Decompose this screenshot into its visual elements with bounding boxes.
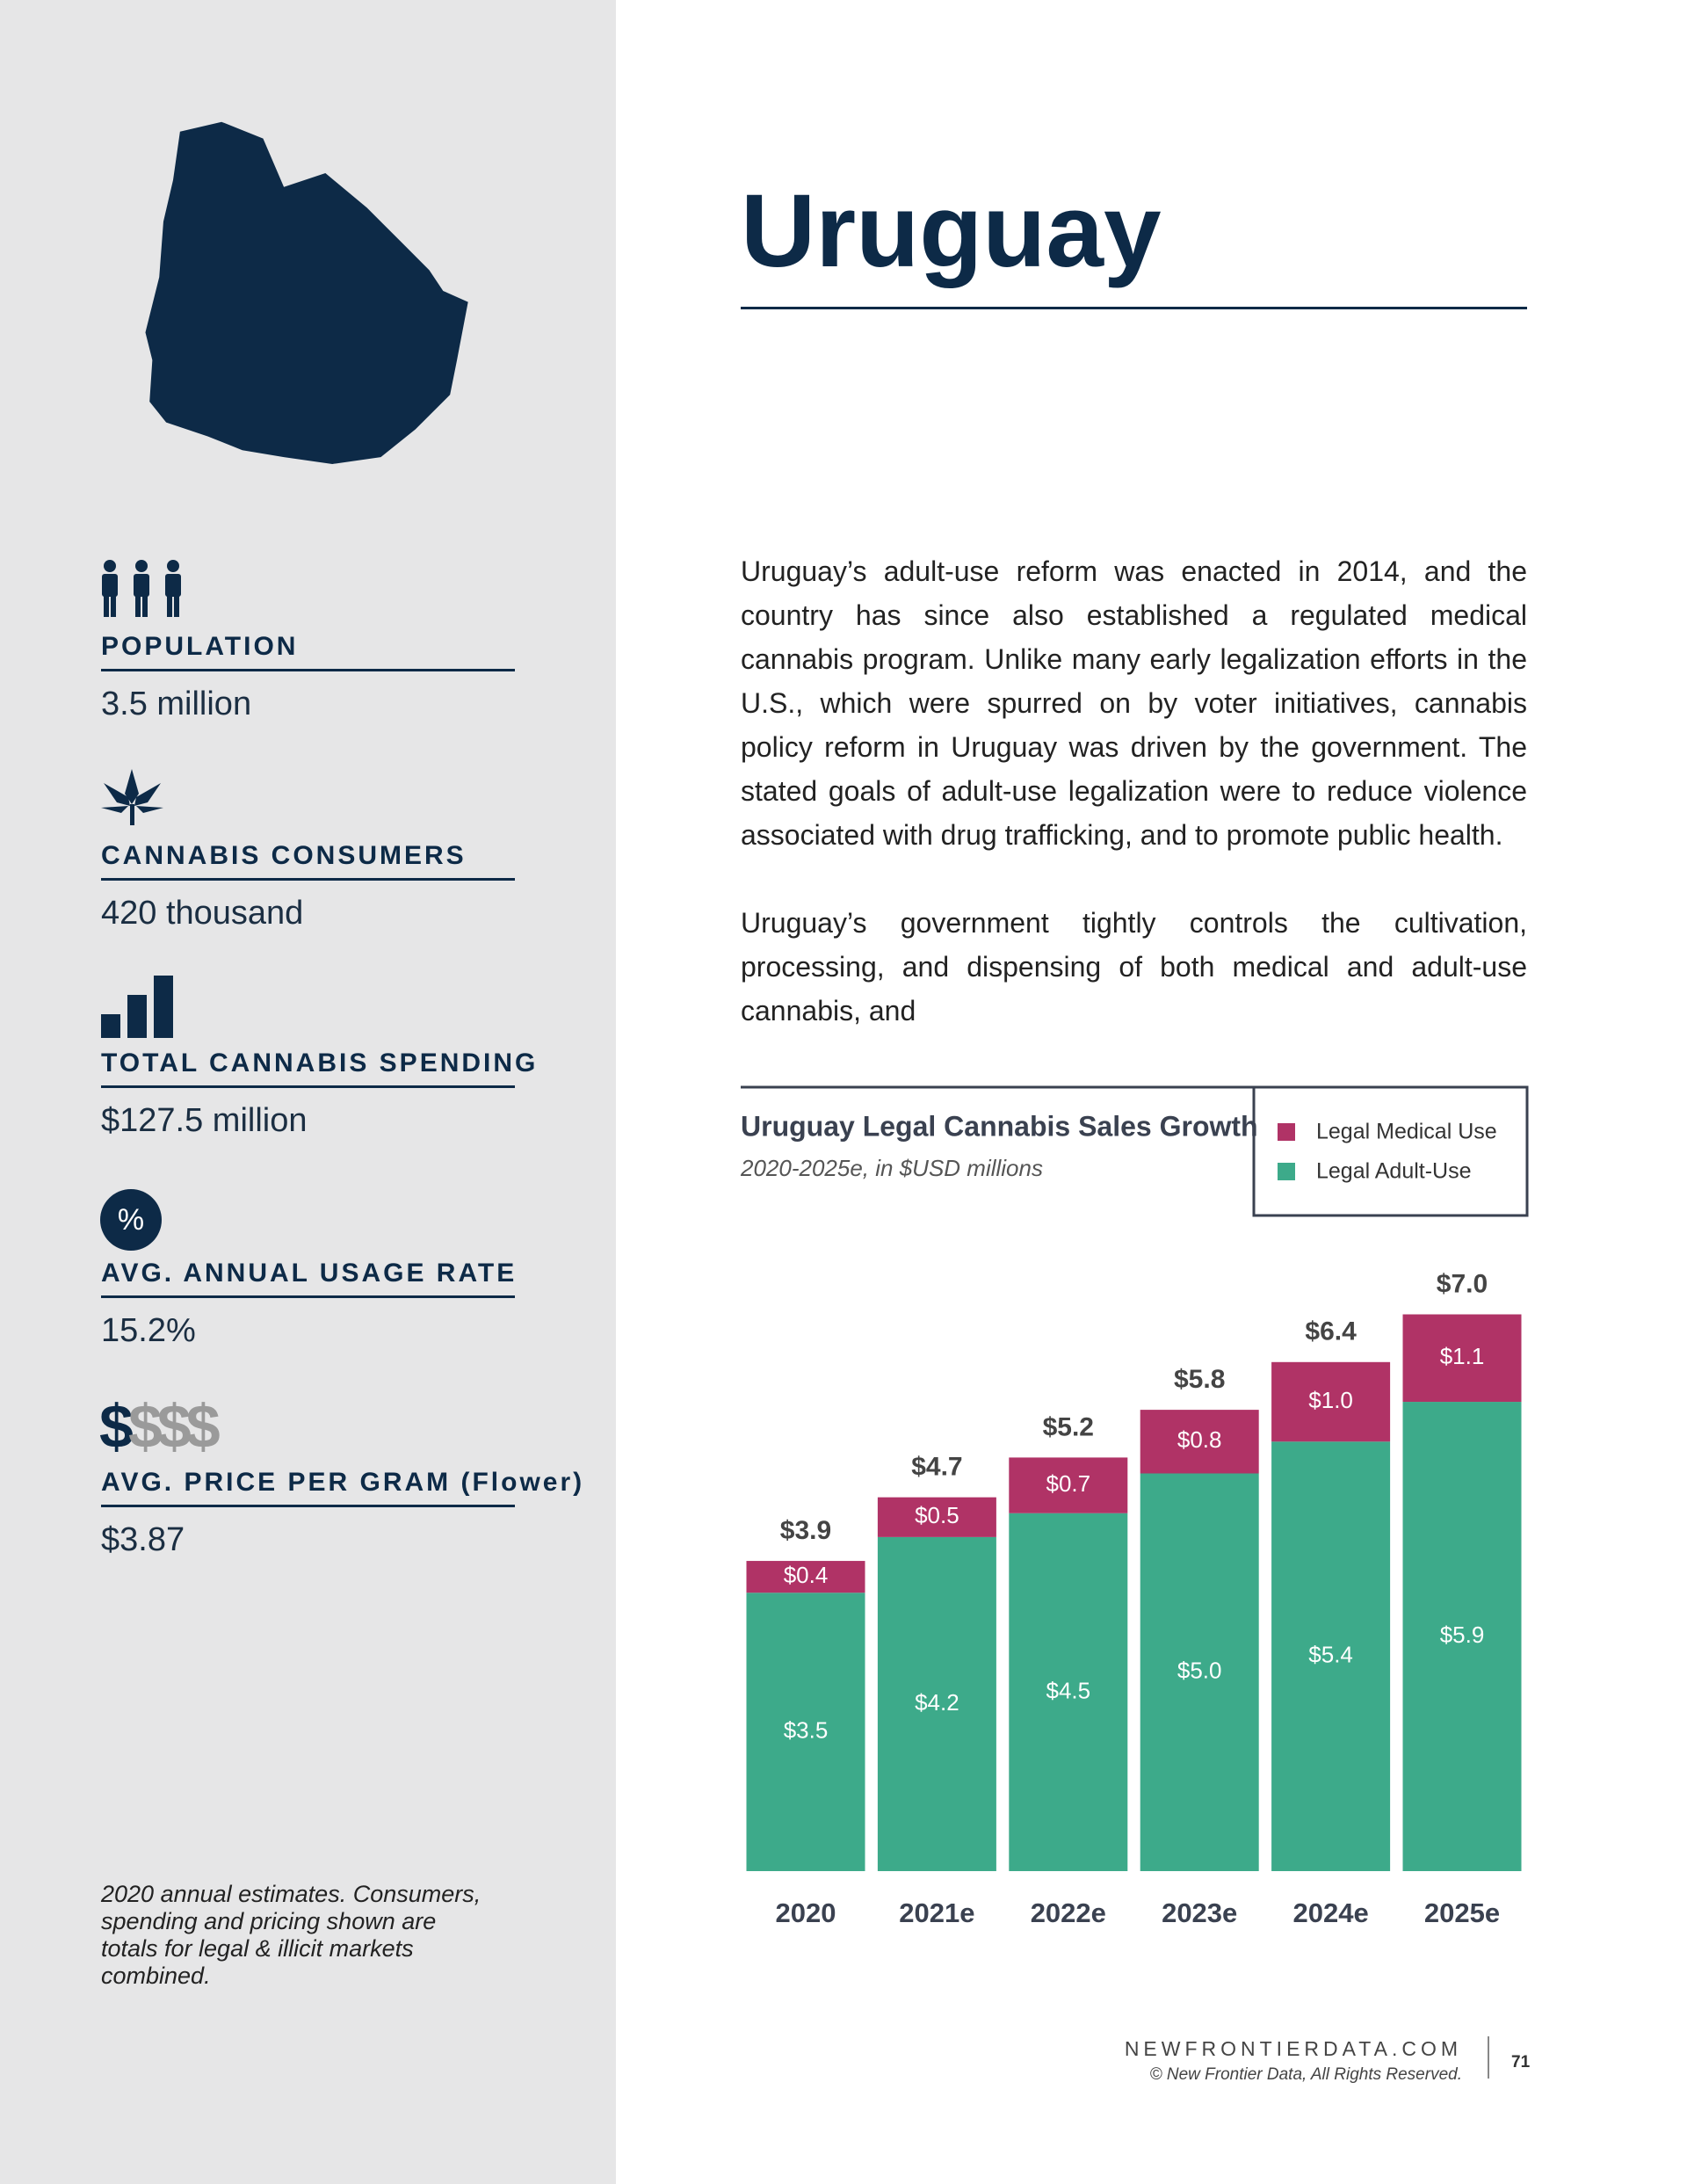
bar-segment bbox=[1009, 1457, 1128, 1513]
value-label: $1.0 bbox=[1308, 1387, 1353, 1413]
map bbox=[145, 121, 468, 464]
value-label: $0.7 bbox=[1046, 1470, 1090, 1497]
value-label: $5.0 bbox=[1177, 1658, 1222, 1684]
usage-icon-text: % bbox=[118, 1203, 144, 1237]
footer-divider bbox=[1488, 2036, 1489, 2079]
value-label: $5.9 bbox=[1440, 1622, 1485, 1648]
bar-segment bbox=[1140, 1473, 1259, 1871]
leaf-icon bbox=[101, 769, 163, 825]
sidebar: % $$$$ POPULATION 3.5 million CANNABIS C… bbox=[0, 0, 616, 2184]
x-tick-label: 2022e bbox=[1031, 1897, 1106, 1928]
spending-icon bbox=[101, 976, 173, 1038]
total-label: $4.7 bbox=[911, 1453, 962, 1482]
bar-segment bbox=[877, 1497, 996, 1537]
value-label: $3.5 bbox=[784, 1717, 829, 1744]
chart-subtitle: 2020-2025e, in $USD millions bbox=[740, 1155, 1043, 1181]
bar-segment bbox=[1009, 1513, 1128, 1871]
usage-icon: % bbox=[100, 1189, 162, 1251]
footer-site: NEWFRONTIERDATA.COM bbox=[1124, 2037, 1462, 2060]
stat-value: 3.5 million bbox=[101, 686, 252, 722]
stat-value: 15.2% bbox=[101, 1312, 196, 1349]
legend-box bbox=[1252, 1085, 1529, 1217]
total-label: $7.0 bbox=[1437, 1269, 1488, 1298]
value-label: $0.5 bbox=[915, 1502, 959, 1528]
price-icon: $$$$ bbox=[99, 1392, 221, 1461]
bar-segment bbox=[1271, 1361, 1391, 1442]
x-tick-label: 2024e bbox=[1292, 1897, 1368, 1928]
stat-label: TOTAL CANNABIS SPENDING bbox=[101, 1048, 535, 1088]
legend-label: Legal Medical Use bbox=[1316, 1120, 1497, 1144]
paragraph: Uruguay’s adult-use reform was enacted i… bbox=[741, 555, 1527, 851]
stat-label: AVG. ANNUAL USAGE RATE bbox=[101, 1259, 515, 1298]
bar-segment bbox=[746, 1593, 865, 1871]
value-label: $4.2 bbox=[915, 1689, 959, 1716]
value-label: $4.5 bbox=[1046, 1677, 1090, 1703]
chart-title: Uruguay Legal Cannabis Sales Growth bbox=[741, 1110, 1258, 1142]
bar-segment bbox=[1402, 1314, 1522, 1403]
value-label: $0.8 bbox=[1177, 1426, 1222, 1453]
legend-swatch bbox=[1278, 1163, 1295, 1180]
price-icon-dark: $ bbox=[99, 1392, 134, 1461]
stat-label: AVG. PRICE PER GRAM (Flower) bbox=[101, 1468, 582, 1507]
page-number: 71 bbox=[1511, 2053, 1531, 2072]
x-tick-label: 2020 bbox=[776, 1897, 836, 1928]
legend-label: Legal Adult-Use bbox=[1316, 1159, 1472, 1184]
value-label: $5.4 bbox=[1308, 1642, 1353, 1668]
stat-label: POPULATION bbox=[101, 632, 515, 671]
x-tick-label: 2025e bbox=[1424, 1897, 1500, 1928]
stat-value: $127.5 million bbox=[101, 1102, 308, 1139]
population-icon bbox=[102, 560, 181, 617]
page-title: Uruguay bbox=[741, 173, 1162, 289]
stat-value: 420 thousand bbox=[101, 895, 304, 932]
price-icon-gray: $$$ bbox=[127, 1392, 221, 1461]
footnote: 2020 annual estimates. Consumers, spendi… bbox=[101, 1881, 481, 1989]
bar-segment bbox=[746, 1561, 865, 1593]
footer-copyright: © New Frontier Data, All Rights Reserved… bbox=[1149, 2065, 1462, 2084]
legend-swatch bbox=[1278, 1123, 1295, 1141]
bar-segment bbox=[1271, 1441, 1391, 1871]
value-label: $0.4 bbox=[784, 1562, 829, 1588]
total-label: $3.9 bbox=[780, 1516, 831, 1545]
total-label: $5.2 bbox=[1043, 1412, 1094, 1441]
title-rule bbox=[741, 307, 1527, 309]
paragraph: Uruguay’s government tightly controls th… bbox=[741, 907, 1527, 1027]
total-label: $5.8 bbox=[1174, 1365, 1225, 1394]
bar-segment bbox=[877, 1536, 996, 1871]
x-tick-label: 2021e bbox=[899, 1897, 974, 1928]
stat-value: $3.87 bbox=[101, 1521, 185, 1558]
stat-label: CANNABIS CONSUMERS bbox=[101, 841, 515, 881]
bar-segment bbox=[1140, 1410, 1259, 1474]
value-label: $1.1 bbox=[1440, 1343, 1485, 1369]
bar-segment bbox=[1402, 1402, 1522, 1871]
x-tick-label: 2023e bbox=[1162, 1897, 1237, 1928]
total-label: $6.4 bbox=[1305, 1317, 1357, 1346]
